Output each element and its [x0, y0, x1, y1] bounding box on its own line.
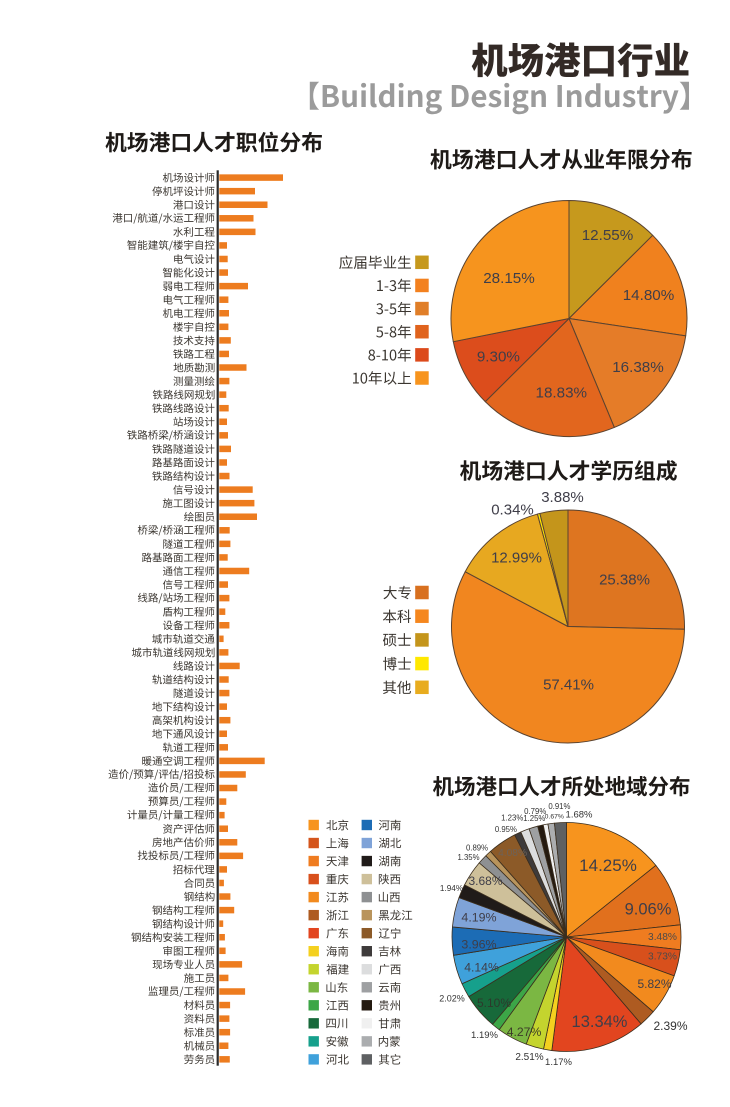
svg-text:14.25%: 14.25% [579, 856, 637, 875]
svg-text:0.34%: 0.34% [491, 502, 534, 519]
svg-text:1.94%: 1.94% [440, 884, 463, 893]
svg-text:1.35%: 1.35% [457, 853, 479, 862]
svg-text:5.82%: 5.82% [637, 977, 671, 991]
svg-text:2.02%: 2.02% [439, 993, 465, 1003]
svg-text:5.10%: 5.10% [477, 996, 511, 1010]
svg-text:1.19%: 1.19% [471, 1030, 498, 1041]
svg-text:0.79%: 0.79% [524, 807, 546, 816]
svg-text:3.68%: 3.68% [468, 874, 502, 888]
svg-text:4.08%: 4.08% [498, 848, 527, 859]
svg-text:3.96%: 3.96% [461, 938, 496, 952]
svg-text:2.39%: 2.39% [653, 1019, 687, 1033]
svg-text:0.91%: 0.91% [548, 802, 570, 811]
svg-text:0.89%: 0.89% [466, 843, 488, 852]
svg-text:9.30%: 9.30% [477, 349, 520, 366]
svg-text:4.27%: 4.27% [507, 1025, 542, 1039]
svg-text:18.83%: 18.83% [536, 385, 588, 402]
svg-text:1.23%: 1.23% [501, 813, 523, 822]
svg-text:16.38%: 16.38% [612, 359, 664, 376]
svg-text:1.25%: 1.25% [523, 814, 545, 823]
svg-text:25.38%: 25.38% [599, 572, 650, 589]
svg-text:9.06%: 9.06% [625, 901, 672, 919]
svg-text:4.19%: 4.19% [461, 911, 496, 925]
svg-text:0.67%: 0.67% [545, 814, 564, 821]
svg-text:3.48%: 3.48% [648, 932, 677, 943]
svg-text:1.68%: 1.68% [566, 810, 593, 821]
svg-text:1.17%: 1.17% [545, 1057, 572, 1068]
svg-text:12.55%: 12.55% [582, 227, 634, 244]
svg-text:28.15%: 28.15% [483, 270, 535, 287]
svg-text:3.73%: 3.73% [648, 952, 677, 963]
svg-text:13.34%: 13.34% [572, 1013, 628, 1031]
svg-text:2.51%: 2.51% [515, 1052, 543, 1063]
svg-text:0.95%: 0.95% [495, 825, 517, 834]
svg-text:12.99%: 12.99% [491, 550, 542, 567]
svg-text:57.41%: 57.41% [543, 677, 594, 694]
svg-text:14.80%: 14.80% [623, 287, 675, 304]
svg-text:3.88%: 3.88% [541, 489, 584, 506]
svg-text:4.14%: 4.14% [464, 960, 499, 974]
